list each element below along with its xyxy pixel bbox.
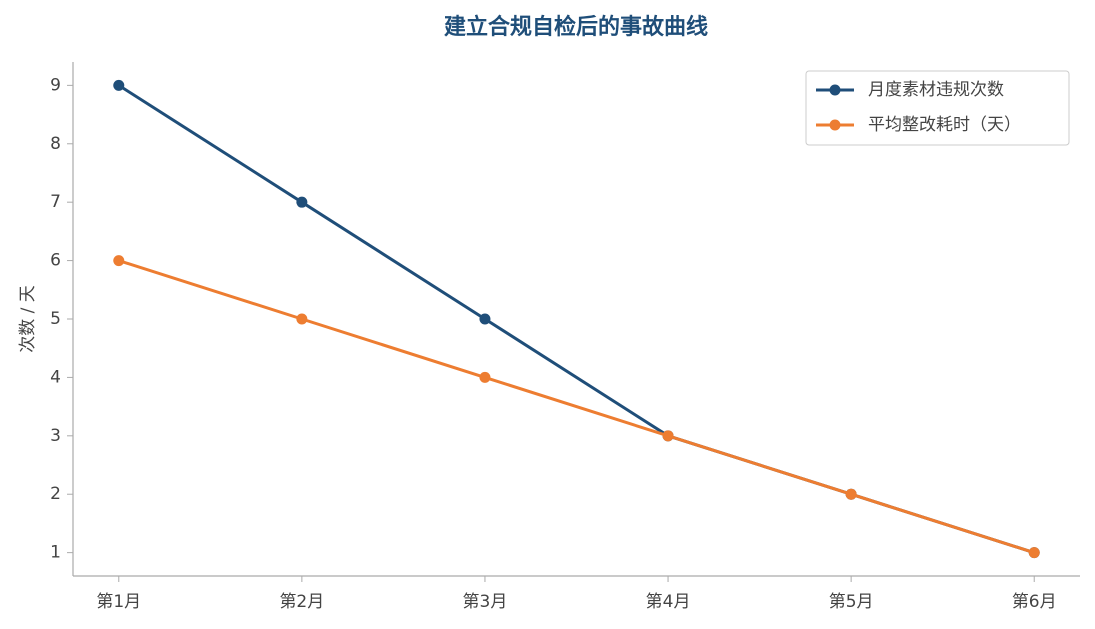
x-tick-label: 第2月	[279, 592, 324, 612]
y-tick-label: 1	[50, 543, 61, 563]
point	[113, 255, 125, 267]
series-line	[118, 259, 1035, 555]
legend-label: 平均整改耗时（天）	[868, 115, 1021, 135]
legend-box	[805, 70, 1070, 146]
point	[296, 196, 308, 208]
y-tick-label: 4	[50, 367, 61, 387]
x-tick-label: 第4月	[646, 592, 691, 612]
x-tick-label: 第3月	[463, 592, 508, 612]
y-tick-label: 9	[50, 75, 61, 95]
y-tick-label: 8	[50, 134, 61, 154]
series-line	[117, 84, 1035, 555]
point	[845, 488, 857, 500]
x-tick-label: 第1月	[96, 592, 141, 612]
point	[662, 430, 674, 442]
point	[1028, 547, 1040, 559]
point	[113, 79, 125, 91]
chart-title: 建立合规自检后的事故曲线	[444, 14, 708, 40]
y-tick-label: 3	[50, 426, 61, 446]
y-tick-label: 6	[50, 251, 61, 271]
legend-label: 月度素材违规次数	[868, 80, 1004, 100]
point	[479, 371, 491, 383]
x-tick-label: 第6月	[1012, 592, 1057, 612]
y-axis-label: 次数 / 天	[18, 285, 38, 353]
legend-marker	[829, 84, 841, 96]
point	[296, 313, 308, 325]
x-tick-label: 第5月	[829, 592, 874, 612]
y-tick-label: 2	[50, 484, 61, 504]
legend-marker	[829, 119, 841, 131]
y-tick-label: 7	[50, 192, 61, 212]
y-tick-label: 5	[50, 309, 61, 329]
point	[479, 313, 491, 325]
